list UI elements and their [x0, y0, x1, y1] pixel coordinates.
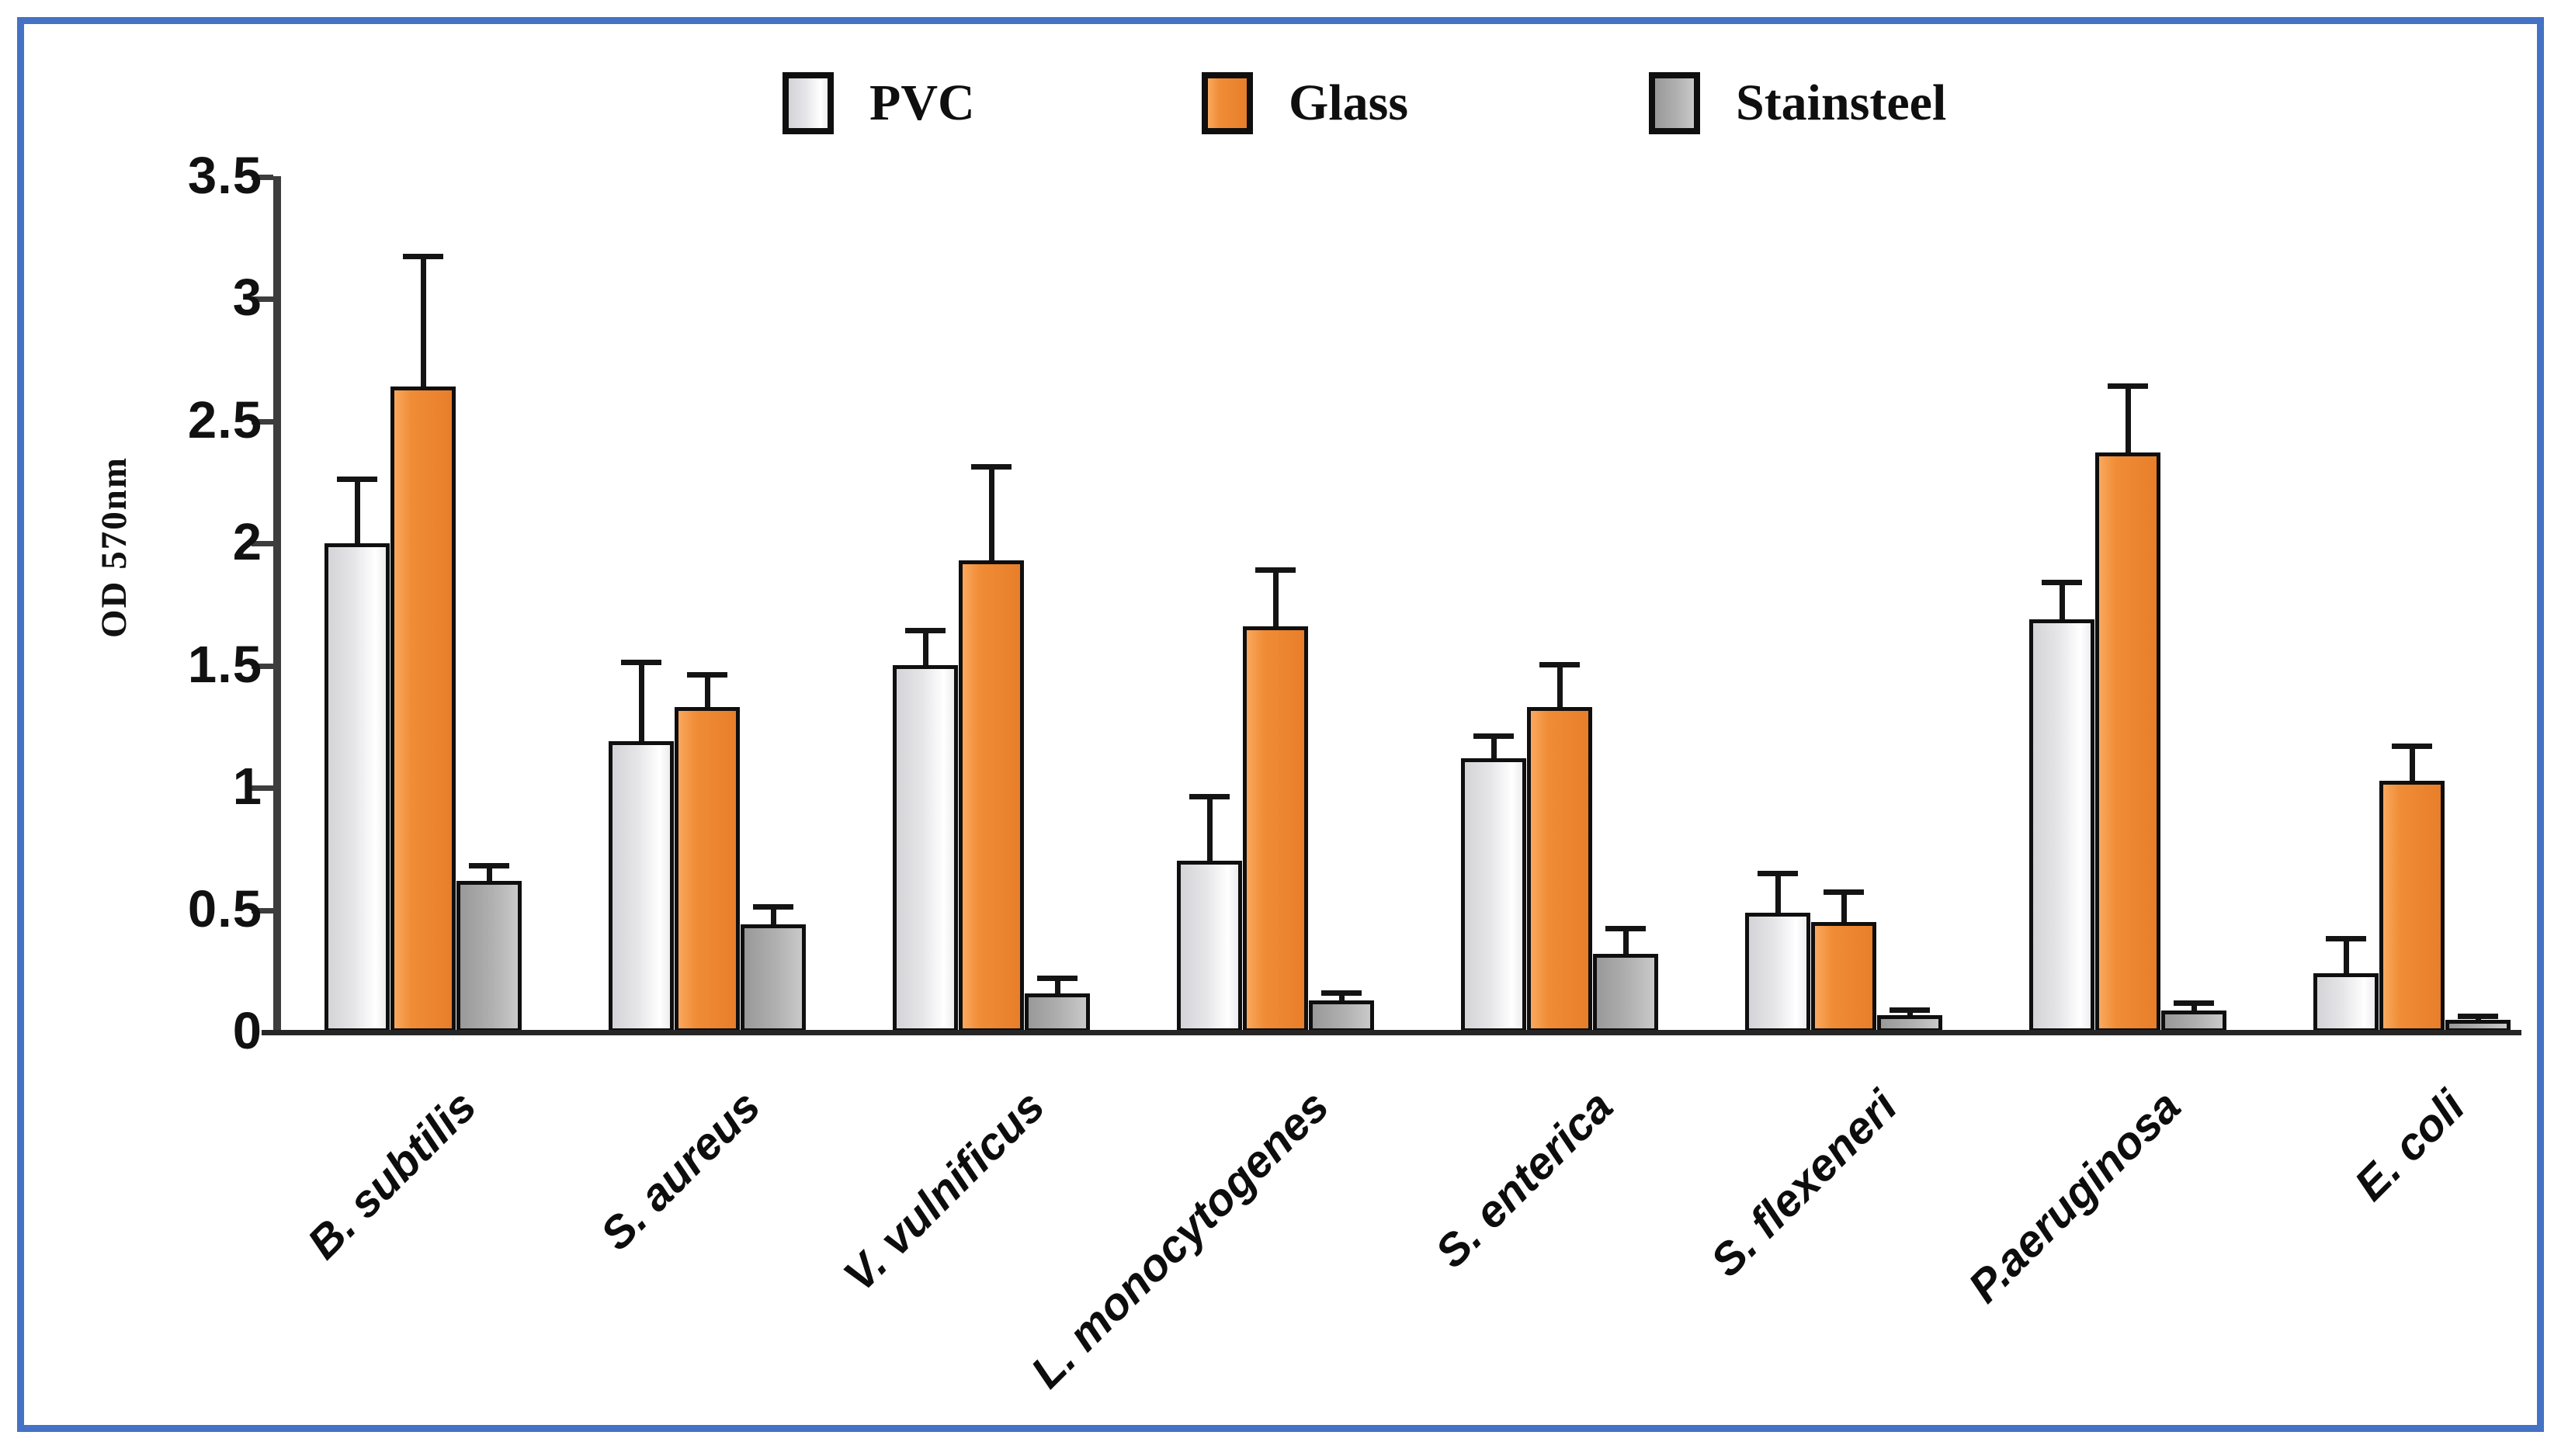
bar-glass	[675, 707, 740, 1032]
error-bar-cap	[1824, 889, 1864, 895]
error-bar-cap	[469, 863, 509, 868]
bar-pvc	[1461, 758, 1526, 1032]
bar-stainsteel	[2161, 1011, 2226, 1032]
error-bar-cap	[1037, 976, 1078, 981]
legend-swatch-glass	[1202, 72, 1253, 134]
bar-pvc	[324, 543, 390, 1032]
error-bar-cap	[403, 254, 443, 259]
error-bar-cap	[2392, 744, 2432, 749]
error-bar-stem	[487, 866, 492, 881]
y-axis-tick-label: 3	[232, 269, 262, 327]
error-bar-cap	[2042, 580, 2082, 585]
error-bar-stem	[1055, 979, 1060, 993]
bar-pvc	[1745, 913, 1810, 1032]
error-bar-stem	[639, 663, 644, 741]
error-bar-stem	[2126, 387, 2131, 452]
bar-pvc	[609, 741, 674, 1032]
y-axis-tick-label: 0	[232, 1002, 262, 1060]
legend-item-glass: Glass	[1202, 72, 1409, 134]
bar-pvc	[893, 665, 958, 1032]
bar-stainsteel	[741, 924, 806, 1032]
error-bar-cap	[1758, 871, 1798, 876]
error-bar-cap	[1255, 567, 1296, 573]
bar-glass	[1243, 626, 1308, 1032]
y-axis-tick	[252, 663, 273, 669]
legend-swatch-stainsteel	[1649, 72, 1700, 134]
bar-glass	[2379, 781, 2445, 1032]
error-bar-cap	[1321, 990, 1362, 996]
error-bar-cap	[905, 628, 946, 633]
y-axis-tick-label: 1	[232, 757, 262, 816]
error-bar-stem	[2191, 1004, 2197, 1011]
error-bar-cap	[753, 904, 793, 910]
error-bar-stem	[1841, 893, 1847, 922]
y-axis-tick-label: 0.5	[187, 879, 262, 938]
error-bar-cap	[2458, 1014, 2498, 1019]
error-bar-stem	[2410, 747, 2415, 781]
legend-swatch-pvc	[783, 72, 834, 134]
error-bar-stem	[2060, 583, 2065, 619]
error-bar-cap	[1890, 1007, 1930, 1013]
error-bar-stem	[1273, 570, 1279, 626]
error-bar-stem	[421, 257, 426, 387]
y-axis-tick	[252, 418, 273, 425]
y-axis-tick-label: 1.5	[187, 635, 262, 694]
legend-label: Stainsteel	[1736, 75, 1947, 131]
error-bar-stem	[1339, 993, 1345, 1000]
legend-item-stainsteel: Stainsteel	[1649, 72, 1947, 134]
y-axis-tick	[252, 174, 273, 180]
bar-glass	[1527, 707, 1592, 1032]
error-bar-cap	[1605, 926, 1646, 931]
legend-label: PVC	[869, 75, 975, 131]
error-bar-stem	[1775, 874, 1781, 913]
bar-pvc	[1177, 861, 1242, 1032]
y-axis-tick-label: 2	[232, 513, 262, 571]
error-bar-stem	[2344, 939, 2349, 973]
y-axis-tick-label: 3.5	[187, 146, 262, 205]
error-bar-stem	[923, 631, 928, 665]
x-axis-line	[262, 1030, 2521, 1035]
error-bar-stem	[355, 480, 360, 543]
error-bar-stem	[771, 907, 776, 924]
error-bar-cap	[2174, 1000, 2214, 1006]
error-bar-cap	[1189, 794, 1230, 799]
bar-stainsteel	[456, 881, 522, 1032]
error-bar-stem	[1207, 797, 1213, 861]
bar-pvc	[2029, 619, 2094, 1032]
error-bar-stem	[1491, 737, 1497, 758]
error-bar-stem	[1623, 929, 1629, 954]
error-bar-cap	[1473, 733, 1514, 739]
bar-stainsteel	[1593, 954, 1658, 1032]
error-bar-cap	[337, 477, 377, 482]
error-bar-cap	[621, 660, 661, 665]
error-bar-cap	[1539, 662, 1580, 667]
legend-item-pvc: PVC	[783, 72, 975, 134]
error-bar-stem	[705, 675, 710, 707]
y-axis-line	[273, 176, 281, 1032]
bar-pvc	[2313, 973, 2379, 1032]
bar-glass	[959, 560, 1024, 1032]
y-axis-tick	[252, 541, 273, 546]
error-bar-stem	[989, 467, 994, 560]
bar-glass	[2095, 452, 2160, 1032]
error-bar-cap	[687, 672, 727, 678]
bar-glass	[1811, 922, 1876, 1032]
bar-stainsteel	[1025, 993, 1090, 1032]
error-bar-stem	[1557, 665, 1563, 707]
error-bar-cap	[971, 464, 1012, 470]
error-bar-cap	[2326, 936, 2366, 941]
error-bar-cap	[2108, 383, 2148, 389]
bar-glass	[390, 387, 456, 1032]
error-bar-stem	[1907, 1011, 1913, 1015]
y-axis-tick	[252, 785, 273, 791]
y-axis-tick-label: 2.5	[187, 390, 262, 449]
y-axis-tick	[252, 296, 273, 302]
y-axis-tick	[252, 907, 273, 913]
legend-label: Glass	[1289, 75, 1409, 131]
bar-stainsteel	[1309, 1000, 1374, 1032]
